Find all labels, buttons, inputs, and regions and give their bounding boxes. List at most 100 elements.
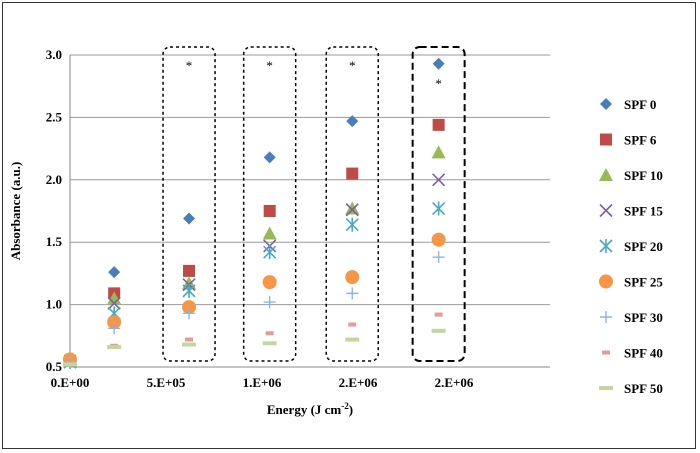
legend-label: SPF 50 — [624, 381, 663, 396]
legend-label: SPF 20 — [624, 239, 663, 254]
y-tick-label: 0.5 — [46, 359, 63, 374]
legend-label: SPF 30 — [624, 310, 663, 325]
significance-star: * — [266, 58, 273, 73]
legend-item: SPF 25 — [599, 274, 663, 290]
data-point — [348, 322, 357, 327]
data-point — [107, 296, 121, 310]
x-tick-label: 1.E+06 — [243, 375, 282, 390]
x-tick-label: 5.E+05 — [147, 375, 186, 390]
data-point — [431, 232, 446, 247]
legend-marker — [600, 133, 612, 146]
data-point — [262, 226, 277, 240]
y-tick-labels: 0.5 1.0 1.5 2.0 2.5 3.0 — [46, 47, 63, 374]
legend-item: SPF 15 — [599, 204, 663, 219]
significance-stars: * * * * — [186, 58, 442, 91]
data-point — [108, 266, 121, 279]
x-tick-label: 2.E+06 — [339, 375, 378, 390]
x-axis-title-sup: -2 — [341, 401, 349, 411]
y-tick-label: 2.0 — [46, 172, 62, 187]
data-point — [432, 251, 445, 264]
legend-label: SPF 6 — [624, 133, 657, 148]
data-point — [346, 167, 359, 180]
legend-item: SPF 6 — [600, 133, 657, 148]
data-point — [262, 275, 277, 290]
data-point — [345, 337, 360, 342]
data-point — [183, 307, 196, 320]
data-point — [432, 201, 446, 216]
data-point — [182, 342, 197, 347]
y-tick-label: 1.0 — [46, 297, 62, 312]
data-point — [345, 203, 359, 217]
series-spf-10 — [63, 145, 446, 367]
legend-marker — [599, 168, 613, 181]
x-axis-title-close: ) — [349, 402, 353, 417]
highlight-box — [162, 46, 216, 362]
axes — [69, 55, 550, 368]
significance-star: * — [186, 58, 193, 73]
data-point — [432, 118, 445, 131]
series-spf-15 — [63, 173, 446, 369]
data-point — [183, 212, 196, 225]
x-tick-label: 0.E+00 — [51, 375, 90, 390]
data-point — [431, 328, 446, 333]
chart-frame — [2, 2, 696, 449]
legend-item: SPF 0 — [600, 97, 656, 112]
legend-marker — [599, 386, 613, 390]
legend-label: SPF 40 — [624, 346, 663, 361]
series-spf-40 — [66, 312, 443, 366]
data-point — [346, 115, 359, 128]
legend-marker — [600, 98, 612, 110]
data-point — [345, 270, 360, 285]
data-point — [107, 315, 122, 330]
legend-item: SPF 50 — [599, 381, 663, 396]
legend-item: SPF 40 — [602, 346, 663, 361]
data-point — [183, 264, 196, 277]
significance-star: * — [435, 76, 442, 91]
data-point — [432, 57, 445, 70]
series-spf-20 — [63, 201, 446, 370]
y-tick-label: 3.0 — [46, 47, 62, 62]
data-point — [263, 296, 276, 309]
gridlines — [70, 54, 550, 306]
legend-item: SPF 10 — [599, 168, 663, 183]
legend-label: SPF 0 — [624, 97, 656, 112]
data-point — [345, 201, 360, 215]
legend-label: SPF 10 — [624, 168, 663, 183]
data-point — [107, 291, 122, 305]
data-point — [434, 312, 443, 317]
highlight-box — [411, 46, 466, 362]
data-point — [346, 287, 359, 300]
legend-marker — [600, 311, 612, 323]
series-spf-50 — [63, 328, 446, 367]
highlight-boxes — [162, 46, 466, 362]
data-point — [263, 151, 276, 164]
x-tick-labels: 0.E+00 5.E+05 1.E+06 2.E+06 2.E+06 — [51, 375, 474, 390]
data-point — [182, 276, 197, 290]
legend-label: SPF 25 — [624, 275, 663, 290]
data-point — [107, 345, 122, 350]
data-point — [265, 331, 274, 336]
series-spf-6 — [64, 118, 445, 367]
legend-item: SPF 30 — [600, 310, 663, 325]
series-spf-30 — [64, 251, 445, 369]
x-axis-title: Energy (J cm-2) — [267, 401, 353, 417]
legend-marker — [599, 274, 613, 289]
legend-marker — [602, 350, 610, 355]
x-axis-title-main: Energy (J cm — [267, 402, 342, 417]
legend: SPF 0 SPF 6 SPF 10 SPF 15 SPF 20 SPF 25 SPF 30… — [599, 97, 663, 396]
y-axis-title: Absorbance (a.u.) — [8, 162, 23, 261]
data-point — [263, 245, 277, 260]
data-point — [262, 341, 277, 346]
data-point — [345, 217, 359, 232]
data-point — [63, 362, 77, 367]
legend-label: SPF 15 — [624, 204, 663, 219]
x-tick-label: 2.E+06 — [435, 375, 474, 390]
data-point — [432, 173, 446, 187]
data-point — [108, 322, 121, 335]
legend-item: SPF 20 — [599, 239, 663, 254]
y-tick-label: 2.5 — [46, 109, 63, 124]
series-spf-0 — [64, 57, 445, 366]
data-point — [182, 300, 197, 315]
significance-star: * — [349, 58, 356, 73]
